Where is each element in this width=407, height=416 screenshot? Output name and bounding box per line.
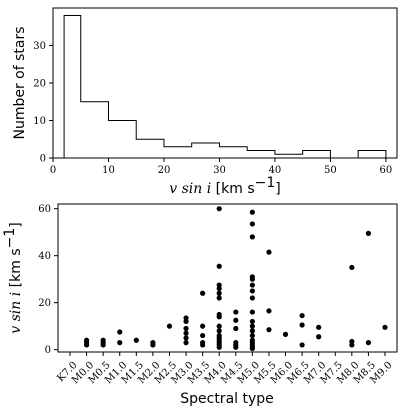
scatter-point bbox=[216, 332, 222, 339]
scatter-point bbox=[216, 295, 222, 301]
scatter-point bbox=[183, 335, 189, 341]
scatter-point bbox=[150, 340, 156, 346]
scatter-point bbox=[233, 317, 239, 323]
scatter-point bbox=[183, 325, 189, 332]
scatter-point bbox=[266, 249, 272, 255]
scatter-point bbox=[233, 309, 239, 315]
scatter-point bbox=[266, 327, 272, 333]
histogram-y-axis-label: Number of stars bbox=[12, 26, 28, 139]
histogram-y-tick-label: 10 bbox=[33, 116, 46, 127]
scatter-y-tick-label: 0 bbox=[45, 345, 51, 356]
scatter-point bbox=[365, 340, 372, 346]
scatter-point bbox=[316, 334, 322, 340]
scatter-point bbox=[249, 209, 255, 215]
scatter-point bbox=[216, 311, 222, 318]
scatter-point bbox=[200, 340, 206, 346]
histogram-y-ticks: 0 10 20 30 bbox=[33, 41, 53, 165]
histogram-x-axis-label: v sin i [km s−1] bbox=[169, 175, 280, 197]
scatter-point bbox=[100, 337, 106, 343]
scatter-y-tick-label: 20 bbox=[38, 298, 51, 309]
scatter-point bbox=[216, 206, 222, 212]
histogram-x-tick-label: 10 bbox=[102, 165, 115, 176]
scatter-point bbox=[183, 330, 189, 336]
scatter-y-axis-label-exponent: −1 bbox=[2, 228, 18, 249]
scatter-y-axis-label-math: v sin i bbox=[8, 292, 24, 334]
scatter-point bbox=[349, 264, 355, 271]
scatter-panel: K7.0M0.0M0.5M1.0M1.5M2.0M2.5M3.0M3.5M4.0… bbox=[2, 203, 398, 407]
scatter-point bbox=[249, 288, 255, 294]
scatter-point bbox=[216, 323, 222, 329]
scatter-point bbox=[133, 337, 139, 343]
histogram-x-tick-label: 60 bbox=[380, 165, 393, 176]
histogram-x-tick-label: 30 bbox=[213, 165, 226, 176]
scatter-y-axis-label: v sin i [km s−1] bbox=[2, 222, 24, 333]
scatter-point bbox=[200, 323, 206, 329]
scatter-point bbox=[216, 282, 222, 288]
scatter-point bbox=[249, 318, 255, 325]
scatter-point bbox=[365, 230, 372, 236]
scatter-point bbox=[216, 263, 222, 269]
histogram-x-tick-label: 40 bbox=[269, 165, 282, 176]
scatter-y-axis-label-unit-end: ] bbox=[8, 222, 24, 227]
scatter-point bbox=[249, 309, 255, 315]
scatter-point bbox=[249, 282, 255, 288]
scatter-point bbox=[249, 328, 255, 334]
scatter-point bbox=[249, 332, 255, 339]
histogram-x-tick-label: 50 bbox=[324, 165, 337, 176]
scatter-point bbox=[266, 308, 272, 314]
histogram-steps bbox=[63, 15, 387, 159]
scatter-point bbox=[183, 315, 189, 321]
scatter-point bbox=[117, 329, 123, 335]
histogram-y-tick-label: 30 bbox=[33, 41, 46, 52]
scatter-point bbox=[117, 340, 123, 346]
histogram-x-axis-label-exponent: −1 bbox=[255, 175, 276, 191]
histogram-y-tick-label: 0 bbox=[40, 154, 46, 165]
scatter-y-tick-label: 60 bbox=[38, 204, 51, 215]
scatter-point bbox=[249, 234, 255, 240]
scatter-point bbox=[299, 312, 305, 319]
scatter-point bbox=[249, 323, 255, 329]
scatter-x-ticks: K7.0M0.0M0.5M1.0M1.5M2.0M2.5M3.0M3.5M4.0… bbox=[55, 352, 395, 386]
scatter-point bbox=[249, 337, 255, 343]
scatter-point bbox=[349, 338, 355, 345]
scatter-y-tick-label: 40 bbox=[38, 251, 51, 262]
scatter-point bbox=[216, 290, 222, 296]
scatter-point bbox=[233, 325, 239, 332]
scatter-point bbox=[200, 290, 206, 296]
histogram-x-tick-label: 0 bbox=[50, 165, 56, 176]
scatter-point bbox=[299, 342, 305, 348]
histogram-panel: 0 10 20 30 40 50 60 0 10 20 30 v sin i [km s−1] N… bbox=[12, 7, 398, 197]
scatter-point bbox=[200, 332, 206, 339]
scatter-axes-frame bbox=[57, 203, 398, 353]
histogram-x-axis-label-unit-end: ] bbox=[275, 181, 280, 197]
scatter-point bbox=[233, 340, 239, 346]
scatter-point bbox=[316, 324, 322, 330]
scatter-x-axis-label: Spectral type bbox=[180, 391, 274, 407]
histogram-x-axis-label-unit: [km s bbox=[211, 181, 254, 197]
scatter-point bbox=[282, 331, 289, 337]
scatter-point bbox=[249, 295, 255, 301]
histogram-x-ticks: 0 10 20 30 40 50 60 bbox=[50, 158, 392, 176]
scatter-point bbox=[299, 322, 305, 328]
scatter-y-axis-label-unit: [km s bbox=[8, 248, 24, 291]
scatter-point bbox=[249, 274, 255, 280]
scatter-point bbox=[382, 324, 388, 330]
scatter-y-ticks: 0 20 40 60 bbox=[38, 204, 58, 356]
histogram-x-axis-label-math: v sin i bbox=[169, 181, 211, 197]
histogram-y-tick-label: 20 bbox=[33, 79, 46, 90]
scatter-point bbox=[183, 340, 189, 346]
histogram-x-tick-label: 20 bbox=[158, 165, 171, 176]
scatter-point bbox=[83, 337, 90, 343]
scatter-point bbox=[216, 328, 222, 334]
histogram-axes-frame bbox=[52, 7, 398, 159]
scatter-point bbox=[166, 323, 173, 329]
scatter-point bbox=[249, 221, 255, 227]
scatter-points bbox=[83, 206, 388, 352]
